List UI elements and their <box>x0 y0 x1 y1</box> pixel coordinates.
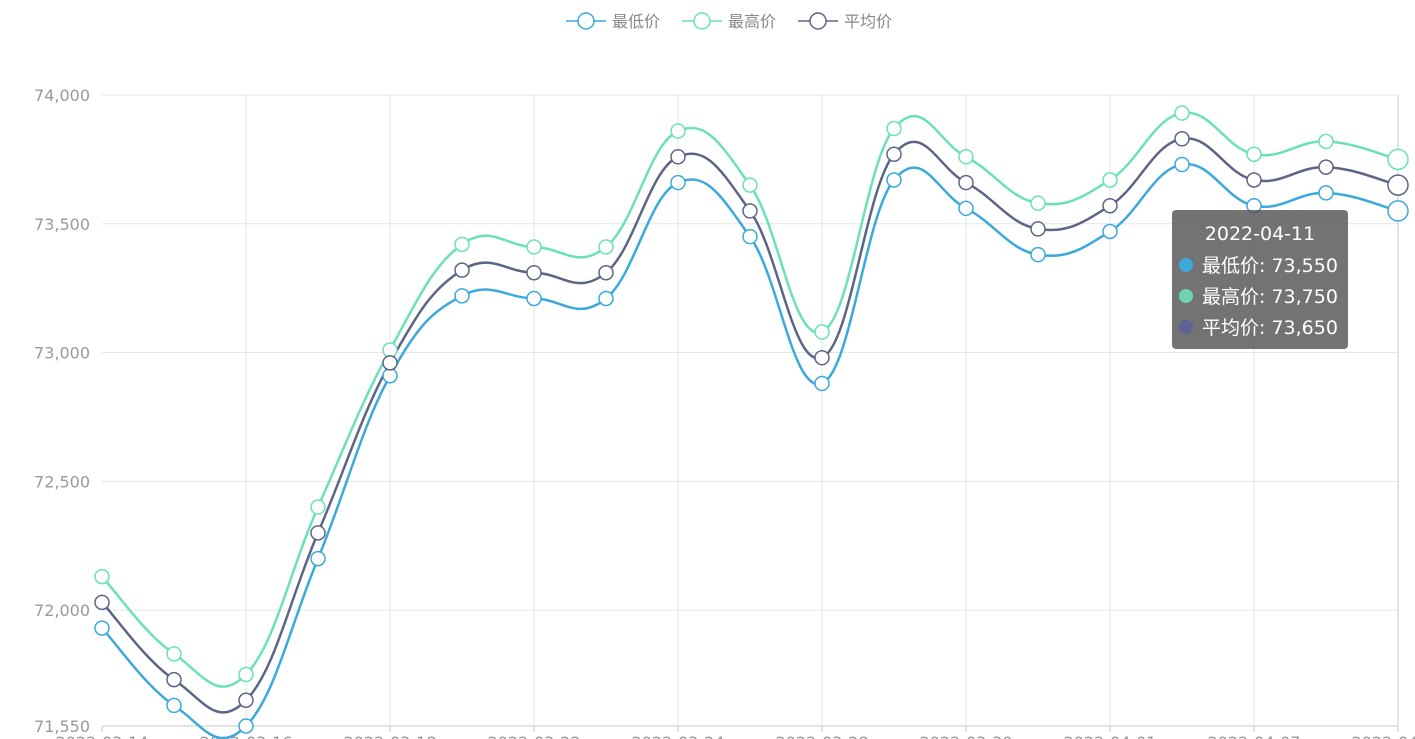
grid: 71,550 72,000 72,500 73,000 73,500 74,000 2022… <box>34 86 1415 739</box>
point[interactable] <box>454 236 470 253</box>
point[interactable] <box>886 120 902 137</box>
point[interactable] <box>814 349 830 366</box>
legend-item[interactable]: 平均价 <box>798 12 892 31</box>
x-tick-label: 2022-03-28 <box>776 733 869 739</box>
point[interactable] <box>166 646 182 662</box>
tooltip-title: 2022-04-11 <box>1205 223 1315 245</box>
x-tick-label: 2022-03-14 <box>56 733 149 739</box>
legend-marker <box>809 12 827 30</box>
point[interactable] <box>670 123 686 139</box>
point[interactable] <box>454 262 470 278</box>
point[interactable] <box>598 290 614 307</box>
point[interactable] <box>1387 174 1409 196</box>
point[interactable] <box>1246 146 1262 162</box>
legend-marker <box>577 12 595 30</box>
point[interactable] <box>742 177 758 193</box>
point[interactable] <box>94 620 110 636</box>
lines <box>94 105 1409 739</box>
point[interactable] <box>94 594 110 611</box>
x-tick-label: 2022-03-30 <box>920 733 1013 739</box>
point[interactable] <box>1246 172 1262 188</box>
tooltip-dot <box>1179 320 1193 334</box>
point[interactable] <box>1174 131 1190 147</box>
point[interactable] <box>238 692 254 708</box>
tooltip-line: 平均价: 73,650 <box>1202 317 1338 339</box>
tooltip-dot <box>1179 289 1193 303</box>
point[interactable] <box>1102 172 1118 188</box>
point[interactable] <box>310 499 326 515</box>
point[interactable] <box>742 203 758 219</box>
tooltip-dot <box>1179 258 1193 272</box>
y-tick-label: 72,500 <box>34 472 90 491</box>
x-tick-label: 2022-03-22 <box>488 733 581 739</box>
point[interactable] <box>238 718 254 734</box>
point[interactable] <box>526 264 542 281</box>
point[interactable] <box>1174 156 1190 173</box>
legend: 最低价 最高价 平均价 <box>566 12 892 31</box>
point[interactable] <box>310 525 326 541</box>
point[interactable] <box>1318 159 1334 175</box>
legend-item[interactable]: 最低价 <box>566 12 660 31</box>
point[interactable] <box>742 228 758 245</box>
x-tick-label: 2022-04-07 <box>1208 733 1301 739</box>
point[interactable] <box>598 264 614 281</box>
y-tick-label: 71,550 <box>34 717 90 736</box>
tooltip: 2022-04-11 最低价: 73,550 最高价: 73,750 平均价: 73,… <box>1172 210 1348 349</box>
legend-label: 最低价 <box>612 12 660 31</box>
point[interactable] <box>1102 223 1118 240</box>
point[interactable] <box>238 666 254 683</box>
point[interactable] <box>670 174 686 191</box>
point[interactable] <box>1387 200 1409 222</box>
point[interactable] <box>526 290 542 307</box>
point[interactable] <box>1318 185 1334 201</box>
legend-item[interactable]: 最高价 <box>682 12 776 31</box>
y-tick-label: 73,000 <box>34 344 90 363</box>
point[interactable] <box>1102 197 1118 214</box>
x-tick-label: 2022-03-18 <box>344 733 437 739</box>
tooltip-line: 最低价: 73,550 <box>1202 255 1338 277</box>
point[interactable] <box>382 355 398 371</box>
x-tick-label: 2022-03-24 <box>632 733 725 739</box>
point[interactable] <box>814 375 830 392</box>
point[interactable] <box>598 239 614 255</box>
tooltip-line: 最高价: 73,750 <box>1202 286 1338 308</box>
point[interactable] <box>382 367 398 384</box>
point[interactable] <box>1030 195 1046 211</box>
point[interactable] <box>166 671 182 688</box>
point[interactable] <box>454 288 470 304</box>
legend-label: 最高价 <box>728 12 776 31</box>
point[interactable] <box>958 174 974 191</box>
point[interactable] <box>526 239 542 255</box>
x-tick-label: 2022-04-01 <box>1064 733 1157 739</box>
point[interactable] <box>166 697 182 714</box>
point[interactable] <box>1387 148 1409 171</box>
series-line <box>101 111 1399 688</box>
point[interactable] <box>886 146 902 162</box>
y-tick-label: 73,500 <box>34 215 90 234</box>
point[interactable] <box>958 149 974 165</box>
point[interactable] <box>958 200 974 217</box>
x-tick-label: 2022-03-16 <box>200 733 293 739</box>
point[interactable] <box>1174 105 1190 121</box>
y-tick-label: 74,000 <box>34 86 90 105</box>
x-tick-label: 2022-04-11 <box>1352 733 1415 739</box>
point[interactable] <box>1030 221 1046 237</box>
point[interactable] <box>382 342 398 358</box>
point[interactable] <box>94 568 110 585</box>
point[interactable] <box>1318 133 1334 150</box>
point[interactable] <box>670 149 686 165</box>
tooltip-box <box>1172 210 1348 349</box>
point[interactable] <box>814 324 830 340</box>
point[interactable] <box>310 550 326 567</box>
point[interactable] <box>886 172 902 188</box>
legend-label: 平均价 <box>844 12 892 31</box>
y-tick-label: 72,000 <box>34 601 90 620</box>
legend-marker <box>693 12 711 30</box>
point[interactable] <box>1030 246 1046 263</box>
